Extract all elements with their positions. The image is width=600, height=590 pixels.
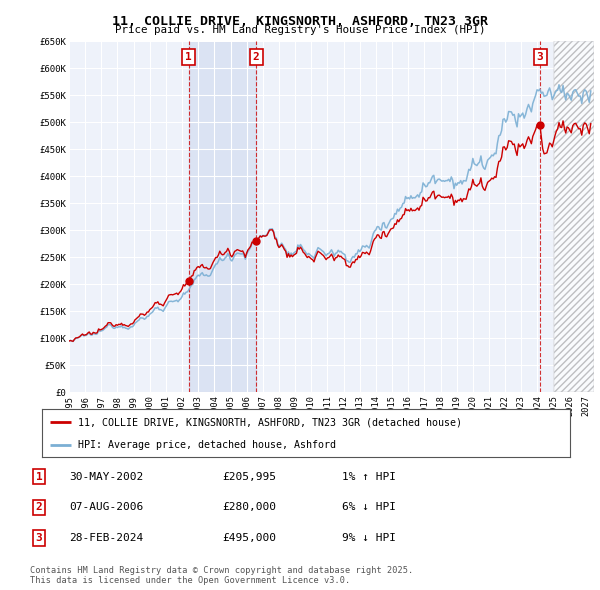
Bar xyxy=(189,41,256,392)
Text: 6% ↓ HPI: 6% ↓ HPI xyxy=(342,503,396,512)
Text: £280,000: £280,000 xyxy=(222,503,276,512)
Text: 2: 2 xyxy=(35,503,43,512)
Text: 1: 1 xyxy=(35,472,43,481)
Text: Price paid vs. HM Land Registry's House Price Index (HPI): Price paid vs. HM Land Registry's House … xyxy=(115,25,485,35)
Text: Contains HM Land Registry data © Crown copyright and database right 2025.
This d: Contains HM Land Registry data © Crown c… xyxy=(30,566,413,585)
Text: £205,995: £205,995 xyxy=(222,472,276,481)
Text: 1: 1 xyxy=(185,52,192,62)
Bar xyxy=(554,41,594,392)
Text: 3: 3 xyxy=(536,52,544,62)
Text: 1% ↑ HPI: 1% ↑ HPI xyxy=(342,472,396,481)
Text: 11, COLLIE DRIVE, KINGSNORTH, ASHFORD, TN23 3GR: 11, COLLIE DRIVE, KINGSNORTH, ASHFORD, T… xyxy=(112,15,488,28)
Text: 2: 2 xyxy=(253,52,260,62)
Text: 28-FEB-2024: 28-FEB-2024 xyxy=(69,533,143,543)
Bar xyxy=(554,41,594,392)
Text: 3: 3 xyxy=(35,533,43,543)
Bar xyxy=(554,41,594,392)
Text: 07-AUG-2006: 07-AUG-2006 xyxy=(69,503,143,512)
Text: 9% ↓ HPI: 9% ↓ HPI xyxy=(342,533,396,543)
Text: HPI: Average price, detached house, Ashford: HPI: Average price, detached house, Ashf… xyxy=(78,440,336,450)
Text: £495,000: £495,000 xyxy=(222,533,276,543)
Text: 30-MAY-2002: 30-MAY-2002 xyxy=(69,472,143,481)
Text: 11, COLLIE DRIVE, KINGSNORTH, ASHFORD, TN23 3GR (detached house): 11, COLLIE DRIVE, KINGSNORTH, ASHFORD, T… xyxy=(78,417,462,427)
